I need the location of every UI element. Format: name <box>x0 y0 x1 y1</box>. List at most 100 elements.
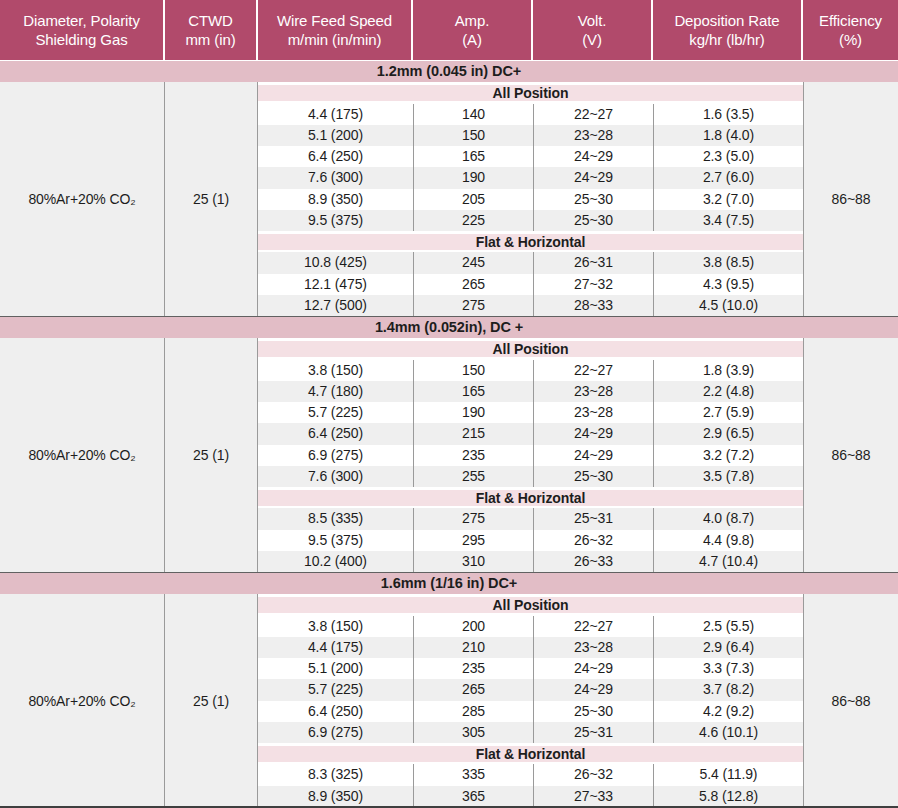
shielding-gas-cell: 80%Ar+20% CO₂ <box>0 82 165 316</box>
column-header-ctwd: CTWD mm (in) <box>165 0 258 60</box>
table-cell: 310 <box>413 551 533 572</box>
table-row: 5.7 (225)26524~293.7 (8.2) <box>258 679 803 700</box>
table-cell: 4.4 (9.8) <box>653 530 803 551</box>
position-band-label: Flat & Horizontal <box>258 490 803 506</box>
table-cell: 4.5 (10.0) <box>653 295 803 316</box>
table-row: 6.4 (250)21524~292.9 (6.5) <box>258 423 803 444</box>
wire-data-area: All Position3.8 (150)15022~271.8 (3.9)4.… <box>258 338 803 572</box>
table-cell: 5.8 (12.8) <box>653 786 803 807</box>
table-cell: 365 <box>413 786 533 807</box>
table-cell: 6.9 (275) <box>258 722 413 743</box>
table-cell: 24~29 <box>533 658 653 679</box>
table-cell: 10.2 (400) <box>258 551 413 572</box>
table-cell: 25~31 <box>533 722 653 743</box>
table-cell: 7.6 (300) <box>258 167 413 188</box>
table-cell: 25~31 <box>533 508 653 529</box>
column-header-efficiency: Efficiency (%) <box>803 0 898 60</box>
table-cell: 27~33 <box>533 786 653 807</box>
table-cell: 7.6 (300) <box>258 466 413 487</box>
table-cell: 3.8 (8.5) <box>653 252 803 273</box>
column-header-amperage: Amp. (A) <box>413 0 533 60</box>
table-cell: 23~28 <box>533 637 653 658</box>
table-row: 9.5 (375)29526~324.4 (9.8) <box>258 530 803 551</box>
table-cell: 2.7 (5.9) <box>653 402 803 423</box>
table-cell: 25~30 <box>533 189 653 210</box>
column-header-line: Efficiency <box>819 11 882 30</box>
table-cell: 8.3 (325) <box>258 764 413 785</box>
shielding-gas-cell: 80%Ar+20% CO₂ <box>0 594 165 807</box>
table-cell: 8.9 (350) <box>258 189 413 210</box>
table-cell: 25~30 <box>533 210 653 231</box>
table-row: 4.4 (175)21023~282.9 (6.4) <box>258 637 803 658</box>
ctwd-cell: 25 (1) <box>165 338 258 572</box>
table-cell: 3.3 (7.3) <box>653 658 803 679</box>
table-cell: 4.3 (9.5) <box>653 274 803 295</box>
table-cell: 5.7 (225) <box>258 679 413 700</box>
table-cell: 22~27 <box>533 616 653 637</box>
table-cell: 2.3 (5.0) <box>653 146 803 167</box>
table-cell: 24~29 <box>533 423 653 444</box>
efficiency-cell: 86~88 <box>803 338 898 572</box>
column-header-line: (A) <box>462 30 482 49</box>
ctwd-cell: 25 (1) <box>165 82 258 316</box>
table-row: 12.7 (500)27528~334.5 (10.0) <box>258 295 803 316</box>
table-cell: 3.2 (7.0) <box>653 189 803 210</box>
wire-data-area: All Position3.8 (150)20022~272.5 (5.5)4.… <box>258 594 803 807</box>
table-cell: 225 <box>413 210 533 231</box>
table-row: 5.1 (200)15023~281.8 (4.0) <box>258 125 803 146</box>
position-band-label: Flat & Horizontal <box>258 746 803 762</box>
table-cell: 6.4 (250) <box>258 146 413 167</box>
wire-data-area: All Position4.4 (175)14022~271.6 (3.5)5.… <box>258 82 803 316</box>
column-header-voltage: Volt. (V) <box>533 0 653 60</box>
table-cell: 2.2 (4.8) <box>653 381 803 402</box>
table-header: Diameter, Polarity Shielding Gas CTWD mm… <box>0 0 898 60</box>
table-cell: 5.1 (200) <box>258 658 413 679</box>
column-header-line: Amp. <box>455 11 490 30</box>
table-cell: 26~31 <box>533 252 653 273</box>
table-cell: 275 <box>413 508 533 529</box>
table-cell: 165 <box>413 146 533 167</box>
section-title-band: 1.6mm (1/16 in) DC+ <box>0 572 898 594</box>
column-header-line: (V) <box>582 30 602 49</box>
table-cell: 205 <box>413 189 533 210</box>
table-cell: 295 <box>413 530 533 551</box>
column-header-deposition-rate: Deposition Rate kg/hr (lb/hr) <box>653 0 803 60</box>
table-cell: 235 <box>413 658 533 679</box>
table-row: 8.5 (335)27525~314.0 (8.7) <box>258 508 803 529</box>
table-cell: 23~28 <box>533 125 653 146</box>
table-cell: 4.6 (10.1) <box>653 722 803 743</box>
table-cell: 190 <box>413 402 533 423</box>
table-cell: 28~33 <box>533 295 653 316</box>
table-cell: 3.2 (7.2) <box>653 445 803 466</box>
position-band-label: All Position <box>258 597 803 613</box>
table-cell: 3.4 (7.5) <box>653 210 803 231</box>
section-title-band: 1.2mm (0.045 in) DC+ <box>0 61 898 82</box>
table-cell: 1.8 (4.0) <box>653 125 803 146</box>
position-band-label: All Position <box>258 85 803 101</box>
table-cell: 1.6 (3.5) <box>653 104 803 125</box>
efficiency-cell: 86~88 <box>803 594 898 807</box>
table-cell: 4.4 (175) <box>258 637 413 658</box>
column-header-wire-feed-speed: Wire Feed Speed m/min (in/min) <box>258 0 413 60</box>
table-cell: 150 <box>413 360 533 381</box>
table-cell: 215 <box>413 423 533 444</box>
position-band: All Position <box>258 338 803 359</box>
table-cell: 26~32 <box>533 764 653 785</box>
table-cell: 1.8 (3.9) <box>653 360 803 381</box>
column-header-line: (%) <box>839 30 862 49</box>
table-cell: 2.9 (6.5) <box>653 423 803 444</box>
position-band: All Position <box>258 82 803 103</box>
table-row: 10.8 (425)24526~313.8 (8.5) <box>258 252 803 273</box>
table-row: 6.4 (250)28525~304.2 (9.2) <box>258 701 803 722</box>
table-cell: 12.7 (500) <box>258 295 413 316</box>
section-body: 80%Ar+20% CO₂25 (1)All Position3.8 (150)… <box>0 338 898 572</box>
table-cell: 8.9 (350) <box>258 786 413 807</box>
table-cell: 4.2 (9.2) <box>653 701 803 722</box>
table-body: 1.2mm (0.045 in) DC+80%Ar+20% CO₂25 (1)A… <box>0 61 898 807</box>
shielding-gas-cell: 80%Ar+20% CO₂ <box>0 338 165 572</box>
table-row: 8.9 (350)20525~303.2 (7.0) <box>258 189 803 210</box>
column-header-line: Wire Feed Speed <box>277 11 392 30</box>
table-cell: 265 <box>413 679 533 700</box>
table-section: 1.4mm (0.052in), DC +80%Ar+20% CO₂25 (1)… <box>0 316 898 572</box>
column-header-line: Shielding Gas <box>35 30 127 49</box>
